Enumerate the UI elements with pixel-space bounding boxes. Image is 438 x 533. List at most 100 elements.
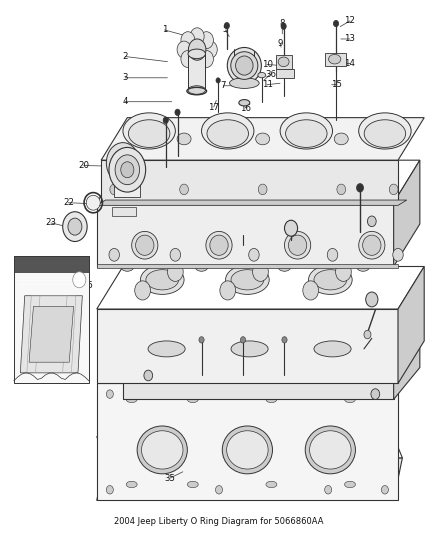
Circle shape — [73, 272, 86, 288]
Circle shape — [199, 31, 213, 49]
Text: 20: 20 — [78, 161, 89, 170]
Text: 21: 21 — [115, 183, 126, 192]
Circle shape — [258, 184, 267, 195]
Polygon shape — [112, 207, 136, 216]
Circle shape — [364, 330, 371, 339]
Polygon shape — [97, 458, 403, 500]
Circle shape — [112, 150, 134, 176]
Circle shape — [381, 486, 389, 494]
Text: 22: 22 — [63, 198, 74, 207]
Ellipse shape — [137, 163, 161, 179]
Text: 34: 34 — [371, 339, 382, 348]
Ellipse shape — [236, 56, 253, 75]
Circle shape — [240, 337, 246, 343]
Text: 7: 7 — [221, 81, 226, 90]
Circle shape — [282, 337, 287, 343]
Ellipse shape — [226, 265, 269, 294]
Ellipse shape — [289, 158, 324, 183]
Ellipse shape — [256, 133, 270, 145]
Ellipse shape — [310, 431, 351, 469]
Ellipse shape — [126, 481, 137, 488]
Ellipse shape — [146, 270, 179, 290]
Text: 14: 14 — [344, 59, 356, 68]
Ellipse shape — [123, 113, 175, 149]
Polygon shape — [101, 118, 424, 160]
Circle shape — [144, 370, 152, 381]
Polygon shape — [97, 264, 398, 268]
Text: 28: 28 — [234, 226, 245, 235]
Ellipse shape — [357, 262, 370, 271]
Ellipse shape — [141, 265, 184, 294]
Circle shape — [281, 23, 286, 29]
Ellipse shape — [187, 396, 198, 402]
Circle shape — [167, 262, 183, 281]
Circle shape — [336, 262, 351, 281]
Circle shape — [109, 248, 120, 261]
Text: 2: 2 — [122, 52, 128, 61]
Circle shape — [181, 31, 195, 49]
Text: 13: 13 — [344, 35, 356, 44]
Circle shape — [199, 51, 213, 68]
Circle shape — [215, 486, 223, 494]
Circle shape — [170, 248, 180, 261]
Ellipse shape — [148, 341, 185, 357]
Ellipse shape — [305, 426, 356, 474]
Polygon shape — [97, 309, 398, 383]
Ellipse shape — [308, 265, 352, 294]
Circle shape — [215, 390, 223, 398]
Ellipse shape — [210, 235, 228, 255]
Circle shape — [106, 143, 140, 183]
Ellipse shape — [364, 120, 406, 148]
Text: 25: 25 — [82, 280, 94, 289]
Ellipse shape — [359, 231, 385, 259]
Polygon shape — [97, 437, 403, 458]
Ellipse shape — [136, 235, 154, 255]
Ellipse shape — [86, 195, 100, 210]
Circle shape — [216, 78, 220, 83]
Polygon shape — [97, 203, 394, 266]
Bar — [188, 54, 205, 90]
Text: 1: 1 — [162, 26, 167, 35]
Polygon shape — [114, 184, 141, 197]
Polygon shape — [97, 160, 420, 203]
Ellipse shape — [187, 481, 198, 488]
Circle shape — [389, 184, 398, 195]
Circle shape — [371, 389, 380, 399]
Circle shape — [220, 281, 236, 300]
Text: 9: 9 — [277, 39, 283, 48]
Circle shape — [199, 337, 204, 343]
Text: 19: 19 — [124, 135, 135, 144]
Ellipse shape — [207, 120, 248, 148]
Polygon shape — [325, 53, 346, 66]
Ellipse shape — [121, 262, 134, 271]
Ellipse shape — [132, 231, 158, 259]
Circle shape — [203, 41, 217, 58]
Text: 3: 3 — [122, 73, 128, 82]
Text: 27: 27 — [323, 291, 334, 300]
Text: 8: 8 — [279, 19, 285, 28]
Ellipse shape — [334, 133, 348, 145]
Text: 2004 Jeep Liberty O Ring Diagram for 5066860AA: 2004 Jeep Liberty O Ring Diagram for 506… — [114, 517, 324, 526]
Ellipse shape — [278, 57, 289, 67]
Polygon shape — [97, 383, 398, 500]
Ellipse shape — [195, 262, 208, 271]
Polygon shape — [276, 69, 294, 78]
Text: 6: 6 — [236, 50, 241, 58]
Ellipse shape — [230, 78, 259, 88]
Ellipse shape — [231, 52, 258, 79]
Ellipse shape — [278, 262, 291, 271]
Polygon shape — [97, 266, 424, 309]
Ellipse shape — [345, 396, 356, 402]
Text: 12: 12 — [344, 17, 356, 26]
Circle shape — [303, 281, 318, 300]
Ellipse shape — [137, 426, 187, 474]
Circle shape — [190, 54, 204, 71]
Text: 10: 10 — [261, 60, 272, 69]
Polygon shape — [394, 160, 420, 266]
Ellipse shape — [363, 235, 381, 255]
Polygon shape — [29, 306, 74, 362]
Ellipse shape — [328, 54, 341, 64]
Ellipse shape — [231, 270, 264, 290]
Circle shape — [181, 51, 195, 68]
Text: 32: 32 — [378, 291, 389, 300]
